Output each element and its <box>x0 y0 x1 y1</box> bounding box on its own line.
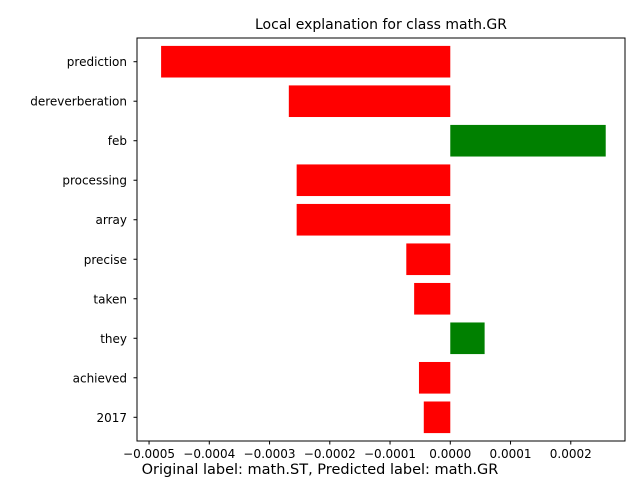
x-tick-label: −0.0003 <box>244 447 296 461</box>
y-tick-label: processing <box>62 174 127 188</box>
bar-they <box>450 322 485 355</box>
axes-layer <box>136 37 626 442</box>
y-axis-ticks: prediction dereverberation feb processing ar… <box>30 55 137 425</box>
y-tick-label: array <box>96 213 127 227</box>
x-tick-label: 0.0000 <box>429 447 471 461</box>
bar-precise <box>406 243 451 276</box>
bar-processing <box>296 164 451 197</box>
y-tick-label: taken <box>93 292 127 306</box>
y-tick-label: they <box>100 332 127 346</box>
y-tick-label: feb <box>108 134 127 148</box>
x-axis-ticks: −0.0005 −0.0004 −0.0003 −0.0002 −0.0001 0.000… <box>123 441 592 461</box>
axes-frame <box>136 37 626 442</box>
bar-prediction <box>161 45 451 78</box>
x-tick-label: 0.0001 <box>490 447 532 461</box>
y-tick-label: 2017 <box>96 411 127 425</box>
bar-array <box>296 203 451 236</box>
x-tick-label: 0.0002 <box>550 447 592 461</box>
x-tick-label: −0.0005 <box>123 447 175 461</box>
chart-title: Local explanation for class math.GR <box>255 17 507 33</box>
y-tick-label: dereverberation <box>30 95 127 109</box>
x-tick-label: −0.0001 <box>364 447 416 461</box>
y-tick-label: prediction <box>67 55 127 69</box>
bar-2017 <box>423 401 451 434</box>
x-tick-label: −0.0002 <box>304 447 356 461</box>
bar-feb <box>450 124 606 157</box>
y-tick-label: achieved <box>73 371 127 385</box>
y-tick-label: precise <box>84 253 127 267</box>
x-tick-label: −0.0004 <box>183 447 235 461</box>
bars-layer <box>161 45 606 434</box>
bar-taken <box>414 282 451 315</box>
bar-dereverberation <box>288 85 451 118</box>
bar-achieved <box>418 361 451 394</box>
chart-caption: Original label: math.ST, Predicted label… <box>142 462 499 478</box>
